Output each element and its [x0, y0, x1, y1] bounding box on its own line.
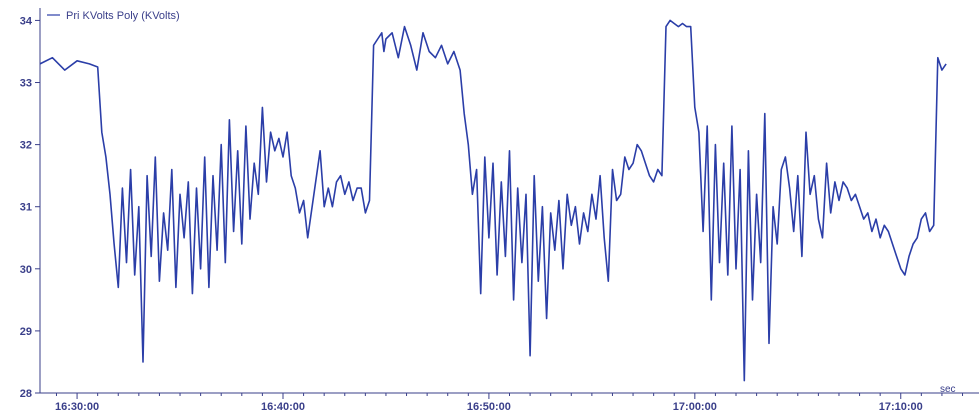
x-tick-label: 16:40:00: [261, 401, 305, 413]
series-line-pri-kvolts-poly: [39, 19, 947, 382]
y-tick-label: 31: [20, 202, 32, 214]
y-axis: 28 29 30 31 32 33 34: [20, 8, 41, 400]
y-tick-label: 29: [20, 326, 32, 338]
y-tick-label: 34: [20, 15, 33, 27]
y-tick-label: 32: [20, 140, 32, 152]
x-axis: 16:30:00 16:40:00 16:50:00 17:00:00 17:10:00: [40, 392, 979, 413]
x-tick-label: 16:50:00: [467, 401, 511, 413]
y-tick-label: 28: [20, 388, 32, 400]
x-tick-label: 17:10:00: [879, 401, 923, 413]
x-axis-unit-label: sec: [940, 384, 956, 395]
x-tick-label: 16:30:00: [55, 401, 99, 413]
y-tick-label: 33: [20, 78, 32, 90]
y-tick-label: 30: [20, 264, 32, 276]
x-tick-label: 17:00:00: [673, 401, 717, 413]
legend: Pri KVolts Poly (KVolts): [47, 10, 180, 22]
legend-label: Pri KVolts Poly (KVolts): [66, 10, 180, 22]
